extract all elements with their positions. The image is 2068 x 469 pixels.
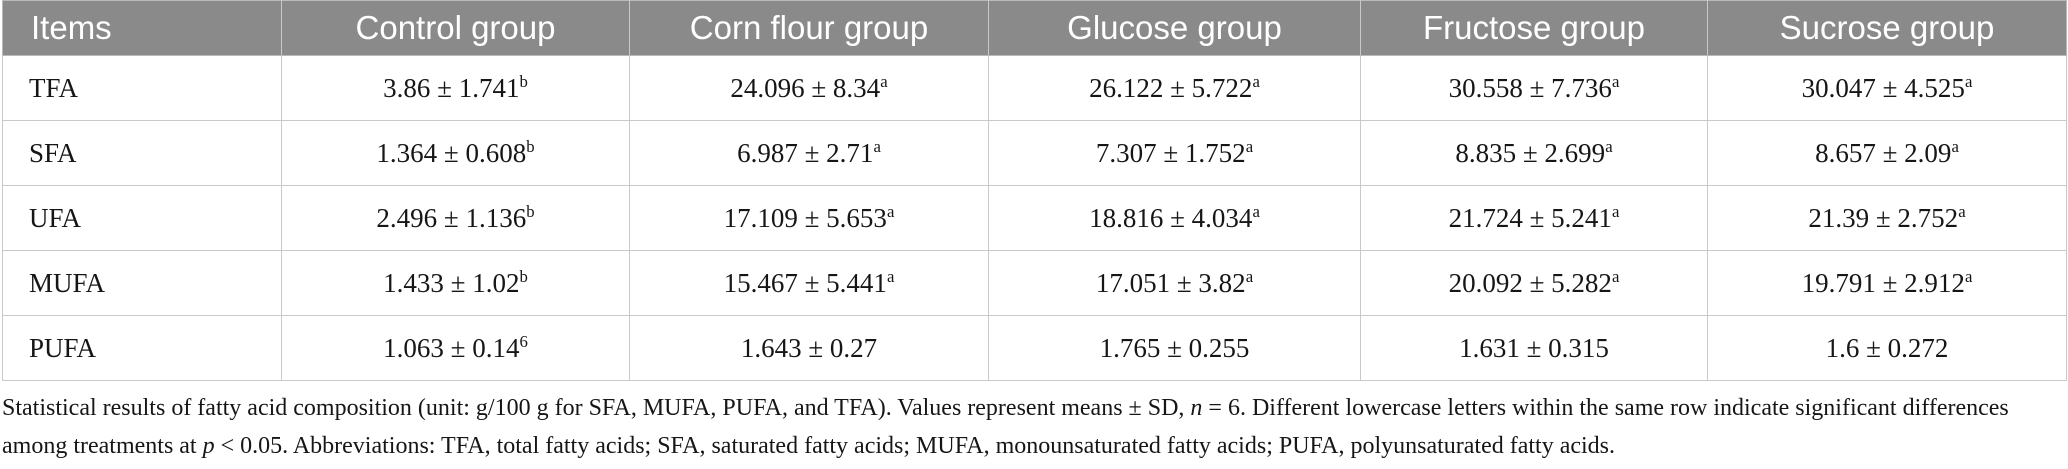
significance-superscript: a: [1611, 201, 1620, 221]
cell-value: 19.791 ± 2.912: [1801, 267, 1965, 298]
footnote-p-italic: p: [202, 433, 215, 459]
cell-value: 1.433 ± 1.02: [383, 267, 520, 298]
value-cell: 1.063 ± 0.146: [281, 315, 630, 381]
row-label-pufa: PUFA: [2, 315, 282, 381]
cell-value: 2.496 ± 1.136: [376, 202, 527, 233]
significance-superscript: a: [1605, 136, 1613, 156]
significance-superscript: a: [1958, 201, 1966, 221]
cell-value: 1.364 ± 0.608: [376, 137, 527, 168]
value-cell: 1.765 ± 0.255: [988, 315, 1361, 381]
cell-value: 18.816 ± 4.034: [1089, 202, 1253, 233]
significance-superscript: 6: [519, 331, 528, 351]
significance-superscript: b: [526, 136, 535, 156]
significance-superscript: b: [519, 71, 528, 91]
value-cell: 19.791 ± 2.912a: [1707, 250, 2067, 316]
value-cell: 18.816 ± 4.034a: [988, 185, 1361, 251]
cell-value: 1.765 ± 0.255: [1099, 332, 1250, 363]
value-cell: 17.051 ± 3.82a: [988, 250, 1361, 316]
col-header-items: Items: [2, 0, 282, 56]
value-cell: 8.657 ± 2.09a: [1707, 120, 2067, 186]
col-header-fructose: Fructose group: [1360, 0, 1708, 56]
table-row-mufa: MUFA 1.433 ± 1.02b 15.467 ± 5.441a 17.05…: [2, 250, 2067, 316]
value-cell: 21.39 ± 2.752a: [1707, 185, 2067, 251]
value-cell: 8.835 ± 2.699a: [1360, 120, 1708, 186]
cell-value: 1.063 ± 0.14: [383, 332, 520, 363]
cell-value: 17.109 ± 5.653: [723, 202, 887, 233]
value-cell: 17.109 ± 5.653a: [629, 185, 989, 251]
fatty-acid-composition-table: Items Control group Corn flour group Glu…: [2, 0, 2067, 381]
value-cell: 20.092 ± 5.282a: [1360, 250, 1708, 316]
cell-value: 21.39 ± 2.752: [1808, 202, 1959, 233]
value-cell: 30.047 ± 4.525a: [1707, 55, 2067, 121]
value-cell: 15.467 ± 5.441a: [629, 250, 989, 316]
row-label-mufa: MUFA: [2, 250, 282, 316]
col-header-corn: Corn flour group: [629, 0, 989, 56]
cell-value: 1.643 ± 0.27: [740, 332, 878, 363]
significance-superscript: a: [1611, 71, 1620, 91]
table-row-sfa: SFA 1.364 ± 0.608b 6.987 ± 2.71a 7.307 ±…: [2, 120, 2067, 186]
footnote-text: Statistical results of fatty acid compos…: [2, 395, 1191, 421]
cell-value: 1.631 ± 0.315: [1459, 332, 1609, 363]
table-header-row: Items Control group Corn flour group Glu…: [2, 0, 2067, 56]
cell-value: 7.307 ± 1.752: [1095, 137, 1246, 168]
cell-value: 17.051 ± 3.82: [1095, 267, 1246, 298]
row-label-ufa: UFA: [2, 185, 282, 251]
value-cell: 2.496 ± 1.136b: [281, 185, 630, 251]
value-cell: 1.643 ± 0.27: [629, 315, 989, 381]
significance-superscript: a: [880, 71, 888, 91]
significance-superscript: a: [1252, 71, 1260, 91]
significance-superscript: a: [886, 266, 895, 286]
footnote-n-italic: n: [1190, 395, 1203, 421]
cell-value: 15.467 ± 5.441: [723, 267, 887, 298]
table-row-pufa: PUFA 1.063 ± 0.146 1.643 ± 0.27 1.765 ± …: [2, 315, 2067, 381]
significance-superscript: a: [1951, 136, 1959, 156]
value-cell: 26.122 ± 5.722a: [988, 55, 1361, 121]
row-label-tfa: TFA: [2, 55, 282, 121]
table-row-tfa: TFA 3.86 ± 1.741b 24.096 ± 8.34a 26.122 …: [2, 55, 2067, 121]
cell-value: 1.6 ± 0.272: [1825, 332, 1949, 363]
value-cell: 1.364 ± 0.608b: [281, 120, 630, 186]
significance-superscript: a: [886, 201, 895, 221]
significance-superscript: b: [526, 201, 535, 221]
significance-superscript: a: [1964, 266, 1973, 286]
footnote-text: = 6. Different lowercase letters within …: [2, 395, 2009, 459]
cell-value: 8.657 ± 2.09: [1815, 137, 1952, 168]
cell-value: 30.558 ± 7.736: [1448, 72, 1612, 103]
value-cell: 1.631 ± 0.315: [1360, 315, 1708, 381]
value-cell: 24.096 ± 8.34a: [629, 55, 989, 121]
cell-value: 8.835 ± 2.699: [1455, 137, 1606, 168]
table-footnote: Statistical results of fatty acid compos…: [2, 389, 2060, 465]
row-label-sfa: SFA: [2, 120, 282, 186]
cell-value: 3.86 ± 1.741: [383, 72, 520, 103]
significance-superscript: a: [1245, 136, 1254, 156]
value-cell: 21.724 ± 5.241a: [1360, 185, 1708, 251]
col-header-control: Control group: [281, 0, 630, 56]
cell-value: 30.047 ± 4.525: [1801, 72, 1965, 103]
value-cell: 7.307 ± 1.752a: [988, 120, 1361, 186]
cell-value: 24.096 ± 8.34: [730, 72, 881, 103]
value-cell: 30.558 ± 7.736a: [1360, 55, 1708, 121]
table-row-ufa: UFA 2.496 ± 1.136b 17.109 ± 5.653a 18.81…: [2, 185, 2067, 251]
footnote-text: < 0.05. Abbreviations: TFA, total fatty …: [214, 433, 1616, 459]
value-cell: 6.987 ± 2.71a: [629, 120, 989, 186]
value-cell: 1.6 ± 0.272: [1707, 315, 2067, 381]
cell-value: 20.092 ± 5.282: [1448, 267, 1612, 298]
value-cell: 1.433 ± 1.02b: [281, 250, 630, 316]
cell-value: 21.724 ± 5.241: [1448, 202, 1612, 233]
significance-superscript: b: [519, 266, 528, 286]
significance-superscript: a: [1252, 201, 1260, 221]
col-header-sucrose: Sucrose group: [1707, 0, 2067, 56]
col-header-glucose: Glucose group: [988, 0, 1361, 56]
cell-value: 26.122 ± 5.722: [1089, 72, 1253, 103]
value-cell: 3.86 ± 1.741b: [281, 55, 630, 121]
significance-superscript: a: [1611, 266, 1620, 286]
significance-superscript: a: [873, 136, 881, 156]
significance-superscript: a: [1964, 71, 1973, 91]
significance-superscript: a: [1245, 266, 1254, 286]
cell-value: 6.987 ± 2.71: [737, 137, 874, 168]
